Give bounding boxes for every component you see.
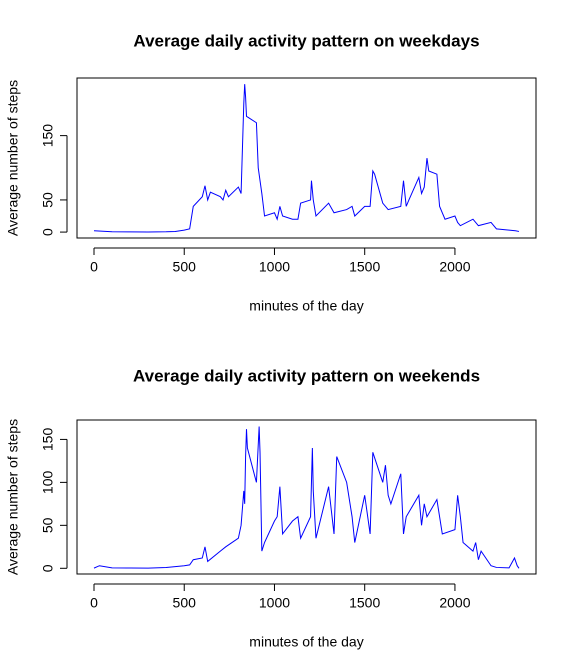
y-tick-label: 150 <box>40 124 56 148</box>
x-tick-label: 2000 <box>439 595 470 611</box>
chart-title: Average daily activity pattern on weeken… <box>133 366 480 385</box>
data-line <box>93 426 520 569</box>
x-tick-label: 1000 <box>259 259 290 275</box>
chart-title: Average daily activity pattern on weekda… <box>133 31 479 50</box>
y-tick-label: 150 <box>40 428 56 452</box>
data-line <box>93 84 520 233</box>
x-tick-label: 1000 <box>259 595 290 611</box>
y-axis-label: Average number of steps <box>5 419 21 575</box>
y-tick-label: 0 <box>40 564 56 572</box>
x-tick-label: 1500 <box>349 595 380 611</box>
y-axis-label: Average number of steps <box>5 80 21 236</box>
x-axis-label: minutes of the day <box>249 298 363 314</box>
x-tick-label: 500 <box>173 595 197 611</box>
y-tick-label: 100 <box>40 470 56 494</box>
y-tick-label: 50 <box>40 192 56 208</box>
x-tick-label: 0 <box>90 259 98 275</box>
plot-box <box>76 419 537 575</box>
y-tick-label: 0 <box>40 228 56 236</box>
x-tick-label: 2000 <box>439 259 470 275</box>
x-axis-label: minutes of the day <box>249 634 363 650</box>
x-tick-label: 1500 <box>349 259 380 275</box>
y-tick-label: 50 <box>40 517 56 533</box>
x-tick-label: 500 <box>173 259 197 275</box>
x-tick-label: 0 <box>90 595 98 611</box>
plot-box <box>76 77 537 239</box>
